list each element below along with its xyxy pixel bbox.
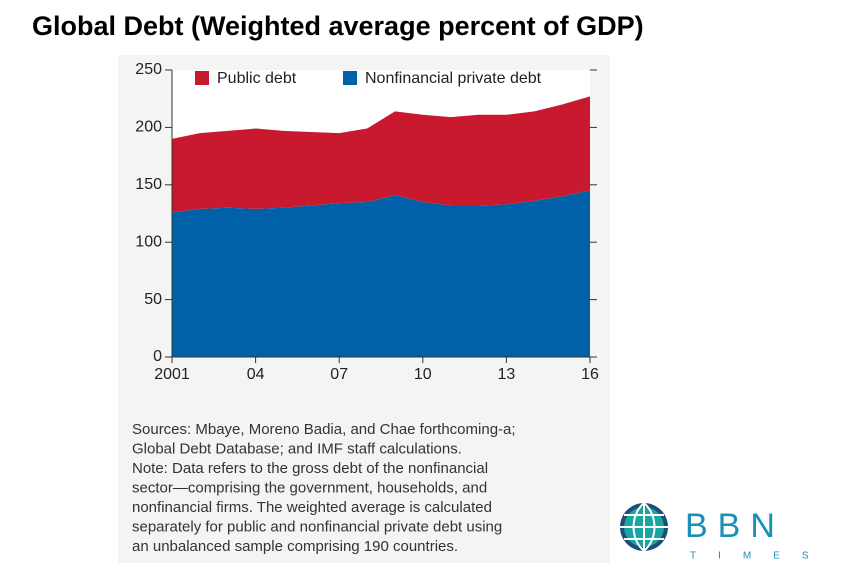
note-line: separately for public and nonfinancial p… — [132, 518, 502, 535]
legend-swatch — [343, 71, 357, 85]
x-tick-label: 13 — [498, 366, 516, 383]
area — [172, 190, 590, 357]
chart-title: Global Debt (Weighted average percent of… — [32, 11, 644, 41]
note-line: nonfinancial firms. The weighted average… — [132, 499, 492, 516]
x-tick-label: 2001 — [154, 366, 190, 383]
y-tick-label: 50 — [144, 291, 162, 308]
y-tick-label: 250 — [135, 61, 162, 78]
logo-tagline: TIMES — [690, 551, 831, 562]
y-tick-label: 100 — [135, 233, 162, 250]
note-line: Global Debt Database; and IMF staff calc… — [132, 440, 462, 457]
y-tick-label: 150 — [135, 176, 162, 193]
note-line: an unbalanced sample comprising 190 coun… — [132, 538, 458, 555]
note-line: Sources: Mbaye, Moreno Badia, and Chae f… — [132, 421, 516, 438]
logo-globe-lines — [620, 502, 668, 552]
note-line: sector—comprising the government, househ… — [132, 479, 487, 496]
legend-swatch — [195, 71, 209, 85]
x-tick-label: 07 — [330, 366, 348, 383]
logo — [620, 502, 668, 552]
x-tick-label: 10 — [414, 366, 432, 383]
y-tick-label: 0 — [153, 348, 162, 365]
area — [172, 96, 590, 213]
legend-label: Public debt — [217, 70, 297, 87]
x-tick-label: 04 — [247, 366, 265, 383]
y-tick-label: 200 — [135, 119, 162, 136]
note-line: Note: Data refers to the gross debt of t… — [132, 460, 488, 477]
logo-name: BBN — [685, 507, 785, 545]
x-tick-label: 16 — [581, 366, 599, 383]
legend-label: Nonfinancial private debt — [365, 70, 542, 87]
